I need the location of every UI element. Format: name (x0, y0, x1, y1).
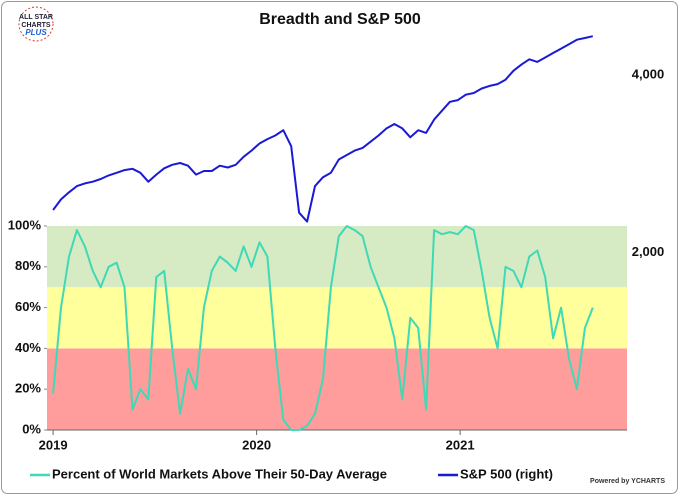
band (47, 287, 627, 349)
y-tick-label: 80% (15, 258, 41, 273)
logo: ALL STAR (19, 14, 53, 21)
y-tick-label: 40% (15, 340, 41, 355)
series-line (52, 225, 594, 431)
y2-tick-label: 4,000 (632, 67, 665, 82)
logo: CHARTS (21, 22, 50, 29)
credit: Powered by YCHARTS (590, 478, 665, 485)
y2-tick-label: 2,000 (632, 244, 665, 259)
logo: PLUS (25, 28, 47, 37)
logo-ring (18, 6, 54, 42)
x-tick-label: 2019 (39, 437, 68, 452)
y-tick-label: 20% (15, 381, 41, 396)
y-tick-label: 100% (8, 217, 42, 232)
y-tick-label: 60% (15, 299, 41, 314)
x-tick-label: 2021 (446, 437, 475, 452)
x-tick-label: 2020 (242, 437, 271, 452)
chart-title: Breadth and S&P 500 (259, 11, 421, 28)
legend-label: Percent of World Markets Above Their 50-… (52, 466, 387, 481)
y-tick-label: 0% (22, 421, 41, 436)
series-line (52, 35, 594, 223)
legend-label: S&P 500 (right) (460, 466, 553, 481)
band (47, 348, 627, 430)
